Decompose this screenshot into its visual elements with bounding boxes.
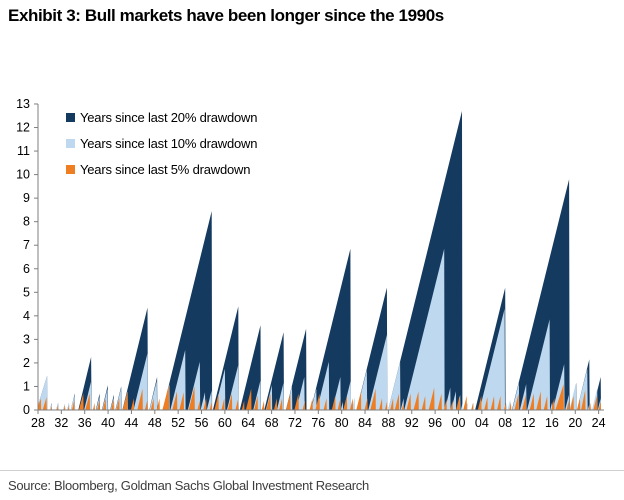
- x-tick-label: 60: [218, 416, 232, 430]
- y-tick-label: 2: [23, 356, 30, 370]
- x-tick-label: 80: [335, 416, 349, 430]
- legend-swatch-5pct-icon: [66, 164, 75, 174]
- y-tick-label: 11: [17, 144, 30, 158]
- x-tick-label: 32: [54, 416, 68, 430]
- y-tick-label: 9: [23, 191, 30, 205]
- drawdown-area-chart: 28 32 36 40 44 48 52 56 60 64 68 72 76 80 84 88 92 96 00 04…: [16, 97, 606, 430]
- series-area-1: [38, 248, 601, 410]
- x-tick-label: 76: [311, 416, 325, 430]
- y-tick-label: 10: [16, 168, 30, 182]
- legend-label-20pct: Years since last 20% drawdown: [80, 109, 258, 125]
- legend-label-5pct: Years since last 5% drawdown: [80, 161, 251, 177]
- legend-swatch-10pct-icon: [66, 138, 75, 148]
- y-tick-label: 0: [23, 403, 30, 417]
- y-tick-label: 1: [23, 379, 30, 393]
- x-tick-label: 68: [265, 416, 279, 430]
- y-tick-label: 3: [23, 332, 30, 346]
- legend-item-5pct: Years since last 5% drawdown: [66, 156, 257, 182]
- y-tick-label: 5: [23, 285, 30, 299]
- legend-item-10pct: Years since last 10% drawdown: [66, 130, 257, 156]
- series-area-0: [38, 111, 601, 410]
- x-tick-label: 84: [358, 416, 372, 430]
- x-tick-label: 72: [288, 416, 302, 430]
- x-tick-label: 08: [498, 416, 512, 430]
- x-tick-label: 92: [405, 416, 419, 430]
- x-tick-label: 64: [241, 416, 255, 430]
- x-tick-label: 44: [124, 416, 138, 430]
- x-tick-label: 12: [522, 416, 536, 430]
- x-tick-label: 04: [475, 416, 489, 430]
- legend-item-20pct: Years since last 20% drawdown: [66, 104, 257, 130]
- chart-legend: Years since last 20% drawdown Years sinc…: [66, 104, 257, 182]
- x-tick-label: 56: [195, 416, 209, 430]
- x-tick-label: 88: [381, 416, 395, 430]
- x-tick-label: 52: [171, 416, 185, 430]
- x-tick-label: 36: [78, 416, 92, 430]
- legend-swatch-20pct-icon: [66, 112, 75, 122]
- y-tick-label: 4: [23, 309, 30, 323]
- x-tick-label: 96: [428, 416, 442, 430]
- page-title: Exhibit 3: Bull markets have been longer…: [8, 6, 444, 25]
- y-tick-label: 13: [16, 97, 30, 111]
- y-tick-label: 8: [23, 215, 30, 229]
- x-tick-label: 16: [545, 416, 559, 430]
- y-tick-label: 12: [16, 121, 30, 135]
- source-divider: [0, 470, 624, 471]
- y-tick-label: 6: [23, 262, 30, 276]
- series-area-2: [38, 384, 601, 410]
- x-tick-label: 48: [148, 416, 162, 430]
- x-tick-label: 40: [101, 416, 115, 430]
- legend-label-10pct: Years since last 10% drawdown: [80, 135, 258, 151]
- source-text: Source: Bloomberg, Goldman Sachs Global …: [8, 478, 369, 493]
- x-tick-label: 28: [31, 416, 45, 430]
- x-tick-label: 20: [568, 416, 582, 430]
- y-tick-label: 7: [23, 238, 30, 252]
- x-tick-label: 24: [592, 416, 606, 430]
- x-tick-label: 00: [452, 416, 466, 430]
